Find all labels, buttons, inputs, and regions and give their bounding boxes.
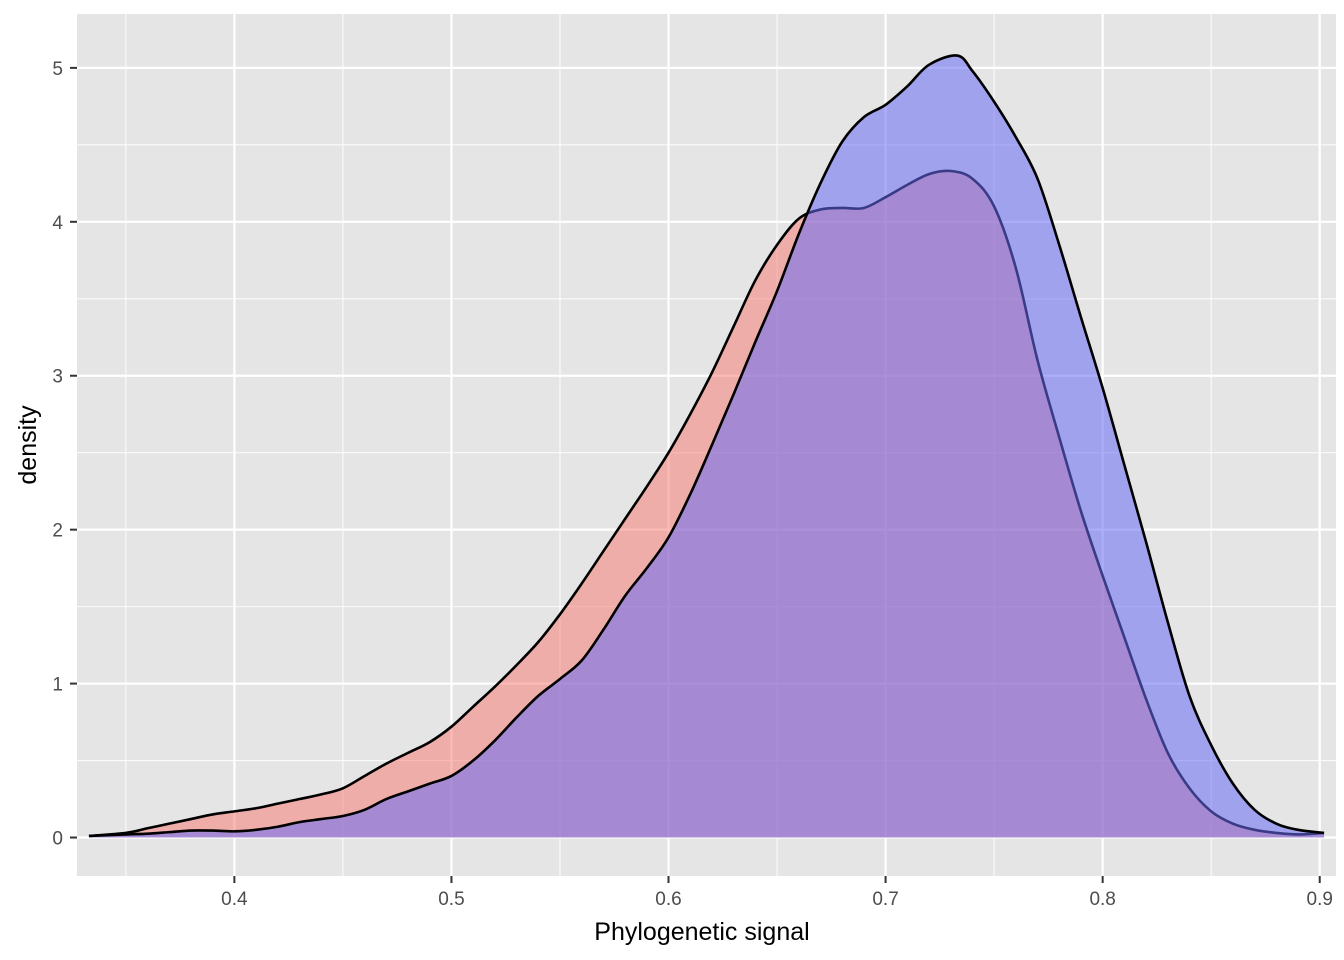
x-tick-label: 0.7 <box>872 889 898 910</box>
minor-grid <box>77 14 1336 876</box>
y-tick-label: 0 <box>52 829 63 850</box>
density-outline-series-2 <box>88 54 1325 838</box>
density-area-series-2 <box>88 55 1325 838</box>
x-tick-label: 0.9 <box>1307 889 1333 910</box>
x-tick-label: 0.5 <box>438 889 464 910</box>
x-axis-title: Phylogenetic signal <box>594 918 809 946</box>
y-tick-label: 1 <box>52 675 63 696</box>
y-tick-label: 2 <box>52 521 63 542</box>
x-tick-label: 0.4 <box>221 889 248 910</box>
x-tick-label: 0.8 <box>1089 889 1115 910</box>
y-axis: 0 1 2 3 4 5 <box>52 59 77 850</box>
y-axis-title: density <box>14 405 42 485</box>
y-tick-label: 4 <box>52 213 63 234</box>
x-tick-label: 0.6 <box>655 889 681 910</box>
y-tick-label: 5 <box>52 59 63 80</box>
y-tick-label: 3 <box>52 367 63 388</box>
density-areas <box>88 54 1325 838</box>
x-axis: 0.4 0.5 0.6 0.7 0.8 0.9 <box>221 876 1333 910</box>
